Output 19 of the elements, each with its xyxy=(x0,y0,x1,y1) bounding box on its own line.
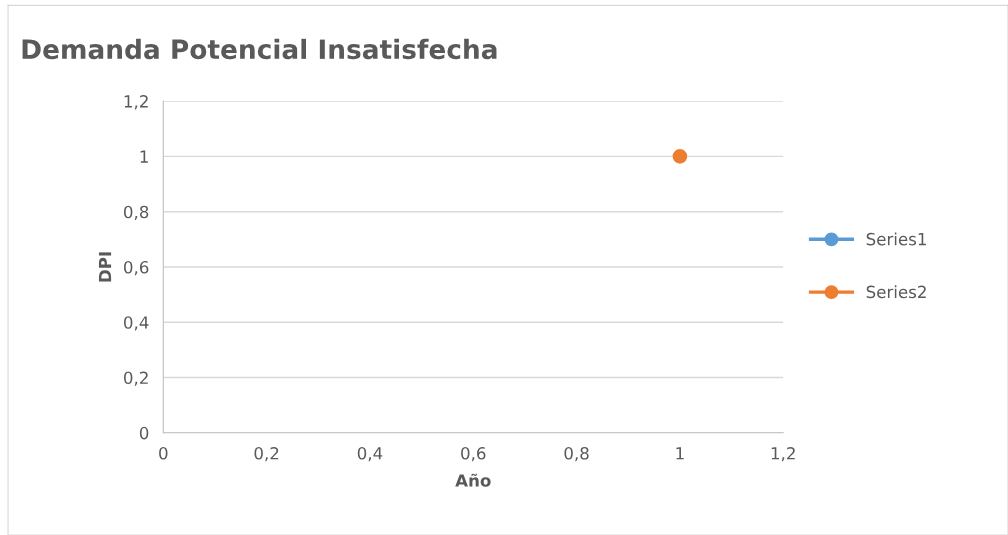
y-tick-label: 0,4 xyxy=(124,316,149,331)
x-tick-label: 0,6 xyxy=(461,447,486,462)
y-axis-title: DPI xyxy=(98,252,112,282)
y-tick-label: 0,8 xyxy=(124,205,149,220)
y-tick-label: 1,2 xyxy=(124,95,148,110)
y-tick-label: 0 xyxy=(139,426,149,440)
x-tick-label: 0 xyxy=(159,447,168,460)
legend-label: Series2 xyxy=(866,285,926,299)
x-tick-label: 0,2 xyxy=(254,447,279,462)
x-tick-label: 0,4 xyxy=(357,447,383,462)
x-tick-label: 1 xyxy=(676,447,684,460)
x-tick-label: 1,2 xyxy=(771,447,795,462)
y-tick-label: 0,6 xyxy=(124,260,149,276)
legend-label: Series1 xyxy=(866,232,926,246)
chart-title: Demanda Potencial Insatisfecha xyxy=(22,38,497,60)
x-tick-label: 0,8 xyxy=(564,447,589,462)
x-axis-title: Año xyxy=(455,473,491,487)
y-tick-label: 1 xyxy=(140,150,148,163)
y-tick-label: 0,2 xyxy=(124,371,148,386)
